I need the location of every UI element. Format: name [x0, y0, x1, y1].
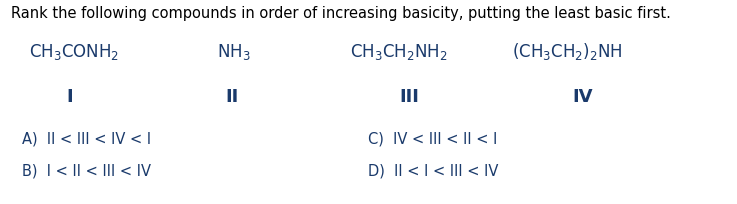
Text: II: II	[226, 88, 239, 106]
Text: I: I	[67, 88, 73, 106]
Text: $\mathregular{NH_3}$: $\mathregular{NH_3}$	[217, 42, 251, 62]
Text: $\mathregular{(CH_3CH_2)_2NH}$: $\mathregular{(CH_3CH_2)_2NH}$	[512, 41, 622, 62]
Text: Rank the following compounds in order of increasing basicity, putting the least : Rank the following compounds in order of…	[11, 6, 671, 21]
Text: A)  II < III < IV < I: A) II < III < IV < I	[22, 132, 151, 147]
Text: D)  II < I < III < IV: D) II < I < III < IV	[368, 163, 499, 178]
Text: B)  I < II < III < IV: B) I < II < III < IV	[22, 163, 151, 178]
Text: IV: IV	[572, 88, 593, 106]
Text: $\mathregular{CH_3CH_2NH_2}$: $\mathregular{CH_3CH_2NH_2}$	[350, 42, 448, 62]
Text: $\mathregular{CH_3CONH_2}$: $\mathregular{CH_3CONH_2}$	[29, 42, 119, 62]
Text: C)  IV < III < II < I: C) IV < III < II < I	[368, 132, 498, 147]
Text: III: III	[399, 88, 419, 106]
